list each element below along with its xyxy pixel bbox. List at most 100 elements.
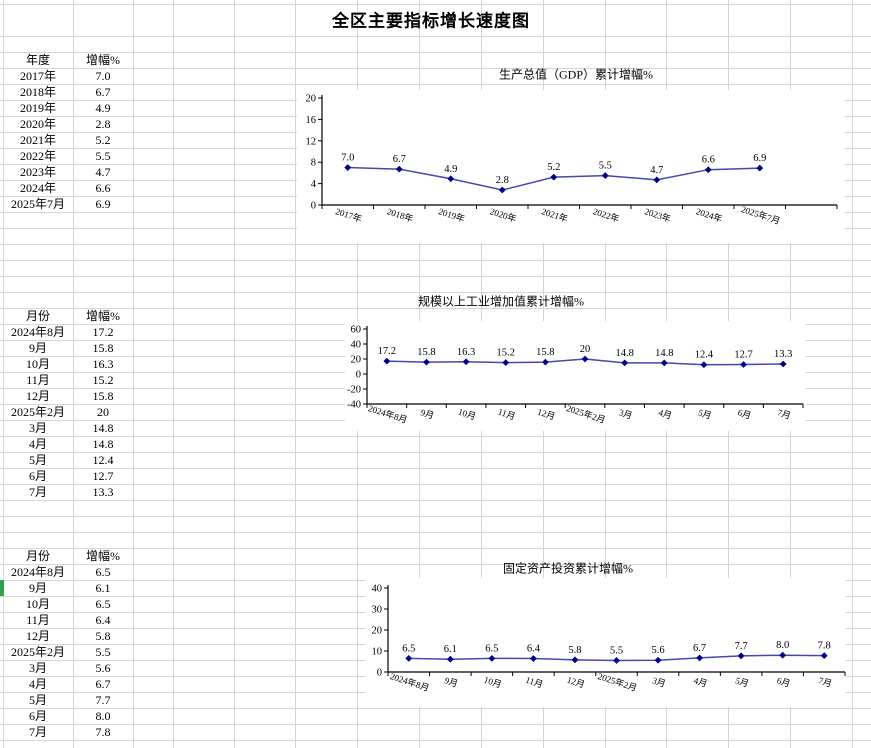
gdp-chart[interactable]: 20 16 12 8 4 0 7.0 6.7 4.9 2.8 5.2 5.5 4.7 6.6 6.9 2017… — [297, 90, 844, 243]
table-cell[interactable]: 2021年 — [19, 133, 56, 147]
table-cell[interactable]: 2024年8月 — [10, 565, 65, 579]
table-cell[interactable]: 7.7 — [95, 693, 111, 707]
table-cell[interactable]: 9月 — [28, 341, 47, 355]
table-cell[interactable]: 5.5 — [95, 645, 111, 659]
table-cell[interactable]: 11月 — [26, 613, 50, 627]
table-row: 2023年 4.7 — [3, 164, 133, 180]
table-cell[interactable]: 15.8 — [92, 389, 114, 403]
table-cell[interactable]: 6.1 — [95, 581, 111, 595]
table-cell[interactable]: 7月 — [28, 485, 47, 499]
gridline-vertical — [133, 0, 134, 748]
table-row: 5月 12.4 — [3, 452, 133, 468]
table-cell[interactable]: 14.8 — [92, 437, 114, 451]
table-row: 11月 6.4 — [3, 612, 133, 628]
table-cell[interactable]: 6.6 — [95, 181, 111, 195]
table-cell[interactable]: 6.7 — [95, 85, 111, 99]
investment-chart-title: 固定资产投资累计增幅% — [503, 561, 633, 576]
table-header-cell[interactable]: 增幅% — [86, 549, 120, 563]
data-label: 2.8 — [496, 175, 509, 186]
data-point-marker — [530, 655, 537, 662]
table-cell[interactable]: 20 — [97, 405, 109, 419]
table-cell[interactable]: 9月 — [28, 581, 47, 595]
table-header-cell[interactable]: 增幅% — [86, 53, 120, 67]
table-cell[interactable]: 5.2 — [95, 133, 111, 147]
table-cell[interactable]: 11月 — [26, 373, 50, 387]
industry-chart[interactable]: 60 40 20 0 -20 -40 17.2 15.8 16.3 15.2 15.8 20 14.8 1… — [345, 321, 806, 431]
table-cell[interactable]: 7.8 — [95, 725, 111, 739]
data-label: 7.0 — [341, 153, 354, 164]
table-cell[interactable]: 6.5 — [95, 597, 111, 611]
table-cell[interactable]: 6.7 — [95, 677, 111, 691]
table-cell[interactable]: 2017年 — [19, 69, 56, 83]
table-cell[interactable]: 2023年 — [19, 165, 56, 179]
y-axis-label: 20 — [372, 626, 383, 637]
table-cell[interactable]: 12.4 — [92, 453, 114, 467]
table-cell[interactable]: 2024年 — [19, 181, 56, 195]
table-cell[interactable]: 3月 — [28, 661, 47, 675]
data-point-marker — [446, 655, 454, 663]
table-cell[interactable]: 6.4 — [95, 613, 111, 627]
table-cell[interactable]: 3月 — [28, 421, 47, 435]
table-cell[interactable]: 10月 — [25, 357, 50, 371]
data-label: 8.0 — [776, 640, 789, 651]
table-cell[interactable]: 12月 — [25, 629, 50, 643]
gridline-horizontal — [0, 68, 871, 69]
gridline-vertical — [234, 0, 235, 748]
data-point-marker — [395, 165, 403, 173]
table-cell[interactable]: 6.5 — [95, 565, 111, 579]
gridline-horizontal — [0, 516, 871, 517]
table-cell[interactable]: 2025年7月 — [10, 197, 65, 211]
table-cell[interactable]: 2022年 — [19, 149, 56, 163]
data-point-marker — [820, 652, 828, 660]
data-label: 6.5 — [402, 643, 415, 654]
data-point-marker — [541, 358, 549, 366]
table-cell[interactable]: 5月 — [28, 693, 47, 707]
table-cell[interactable]: 7.0 — [95, 69, 111, 83]
table-cell[interactable]: 2025年2月 — [10, 645, 65, 659]
table-cell[interactable]: 2019年 — [19, 101, 56, 115]
table-cell[interactable]: 15.8 — [92, 341, 114, 355]
table-cell[interactable]: 4.7 — [95, 165, 111, 179]
table-cell[interactable]: 2.8 — [95, 117, 111, 131]
gridline-horizontal — [0, 548, 871, 549]
data-label: 12.4 — [695, 350, 714, 361]
table-row: 2024年 6.6 — [3, 180, 133, 196]
y-axis-label: 0 — [356, 370, 361, 381]
table-cell[interactable]: 6月 — [28, 709, 47, 723]
table-header-cell[interactable]: 年度 — [25, 53, 50, 67]
table-cell[interactable]: 8.0 — [95, 709, 111, 723]
table-cell[interactable]: 12月 — [25, 389, 50, 403]
table-cell[interactable]: 2025年2月 — [10, 405, 65, 419]
table-cell[interactable]: 16.3 — [92, 357, 114, 371]
table-cell[interactable]: 15.2 — [92, 373, 114, 387]
table-header-cell[interactable]: 月份 — [25, 549, 50, 563]
table-cell[interactable]: 12.7 — [92, 469, 114, 483]
data-point-marker — [462, 358, 470, 366]
table-cell[interactable]: 6.9 — [95, 197, 111, 211]
table-header-cell[interactable]: 月份 — [25, 309, 50, 323]
table-cell[interactable]: 4月 — [28, 677, 47, 691]
table-cell[interactable]: 4.9 — [95, 101, 111, 115]
table-cell[interactable]: 6月 — [28, 469, 47, 483]
gridline-vertical — [852, 0, 853, 748]
x-category-label: 12月 — [566, 675, 586, 690]
table-cell[interactable]: 2024年8月 — [10, 325, 65, 339]
chart-plot: 40 30 20 10 0 6.5 6.1 6.5 6.4 5.8 5.5 5.6 6.7 7.7 8.0 7… — [372, 584, 846, 693]
table-cell[interactable]: 5月 — [28, 453, 47, 467]
data-point-marker — [613, 657, 620, 664]
table-cell[interactable]: 17.2 — [92, 325, 114, 339]
investment-chart[interactable]: 40 30 20 10 0 6.5 6.1 6.5 6.4 5.8 5.5 5.6 6.7 7.7 8.0 7… — [365, 578, 846, 707]
table-cell[interactable]: 5.5 — [95, 149, 111, 163]
table-cell[interactable]: 14.8 — [92, 421, 114, 435]
table-cell[interactable]: 7月 — [28, 725, 47, 739]
table-cell[interactable]: 2020年 — [19, 117, 56, 131]
table-cell[interactable]: 5.6 — [95, 661, 111, 675]
table-cell[interactable]: 2018年 — [19, 85, 56, 99]
table-header-cell[interactable]: 增幅% — [86, 309, 120, 323]
table-cell[interactable]: 5.8 — [95, 629, 111, 643]
table-cell[interactable]: 13.3 — [92, 485, 114, 499]
x-category-label: 4月 — [693, 675, 709, 689]
table-cell[interactable]: 10月 — [25, 597, 50, 611]
table-cell[interactable]: 4月 — [28, 437, 47, 451]
